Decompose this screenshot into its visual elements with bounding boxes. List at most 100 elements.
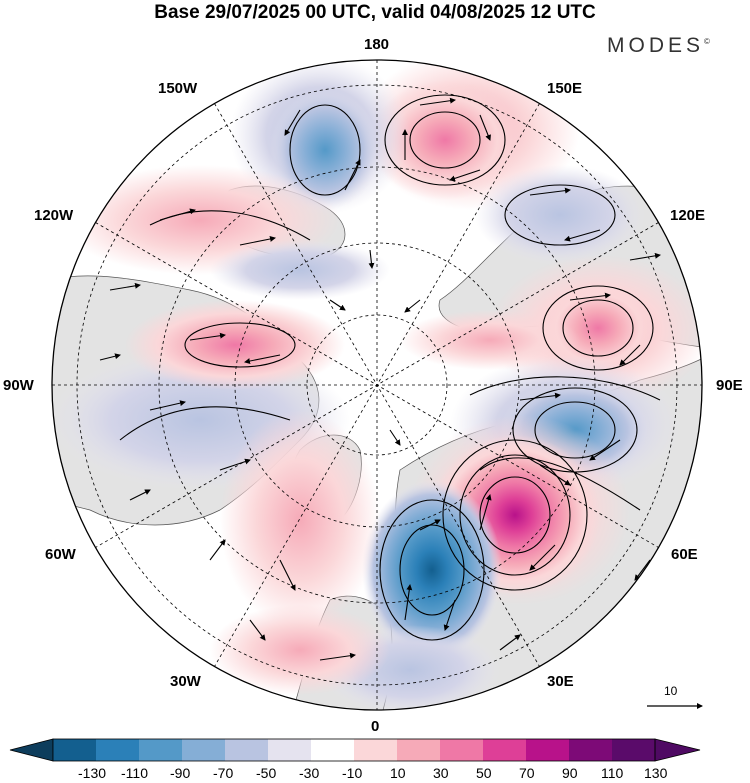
map-title: Base 29/07/2025 00 UTC, valid 04/08/2025… xyxy=(154,2,596,23)
contour-line xyxy=(542,285,654,371)
wind-vector xyxy=(329,299,346,311)
colorbar-swatch xyxy=(182,739,225,761)
latitude-circle xyxy=(306,314,448,456)
wind-vector xyxy=(149,400,186,411)
anomaly-positive-broad-9 xyxy=(400,310,580,370)
wind-vector xyxy=(519,392,561,401)
colorbar-end-right xyxy=(654,738,701,762)
colorbar-swatch xyxy=(569,739,612,761)
lon-label-90e: 90E xyxy=(716,377,743,394)
wind-vector xyxy=(219,458,251,471)
wind-vector xyxy=(419,519,441,531)
contour-line xyxy=(399,524,465,616)
graticule xyxy=(52,60,702,710)
wind-vector xyxy=(389,429,401,446)
anomaly-positive-broad-11 xyxy=(210,605,390,695)
colorbar-tick-label: -130 xyxy=(78,765,107,781)
brand-logo: MODES© xyxy=(607,34,710,58)
colorbar-end-left xyxy=(9,738,54,762)
colorbar-tick-label: 70 xyxy=(519,765,535,781)
colorbar-tick-label: -90 xyxy=(170,765,191,781)
wind-vector xyxy=(479,114,491,141)
wind-vector xyxy=(404,584,413,621)
anomaly-positive-4 xyxy=(125,300,345,390)
wind-vector xyxy=(129,489,151,501)
wind-vector xyxy=(189,332,226,341)
colorbar-swatch xyxy=(53,739,96,761)
wind-vector xyxy=(449,169,481,182)
lon-label-0: 0 xyxy=(371,718,380,735)
wind-vector xyxy=(284,109,301,136)
contour-lines xyxy=(119,94,661,641)
colorbar-swatch xyxy=(526,739,569,761)
wind-vector xyxy=(249,619,266,641)
colorbar-tick-label: 30 xyxy=(433,765,449,781)
contour-line xyxy=(119,406,291,441)
wind-vector xyxy=(634,559,651,581)
wind-vector xyxy=(99,353,121,361)
wind-vector xyxy=(209,539,226,561)
wind-vector xyxy=(159,208,196,221)
anomaly-positive-broad-7 xyxy=(220,410,380,630)
wind-vector xyxy=(529,187,571,196)
colorbar-swatch xyxy=(139,739,182,761)
contour-line xyxy=(479,476,551,554)
contour-line xyxy=(479,457,641,511)
colorbar-swatch xyxy=(483,739,526,761)
lon-label-150e: 150E xyxy=(547,80,583,97)
colorbar-tick-label: -110 xyxy=(121,765,148,781)
colorbar-swatch xyxy=(354,739,397,761)
wind-vector xyxy=(279,559,296,591)
lon-label-180: 180 xyxy=(364,36,390,53)
copyright-mark: © xyxy=(704,37,710,46)
colorbar-tick-label: 90 xyxy=(562,765,578,781)
wind-vector xyxy=(589,439,621,461)
contour-line xyxy=(289,104,361,196)
contour-line xyxy=(384,94,506,186)
wind-vector xyxy=(244,354,281,364)
colorbar-tick-label: 50 xyxy=(476,765,492,781)
wind-vector xyxy=(569,292,611,301)
wind-vector xyxy=(539,464,571,486)
lon-label-90w: 90W xyxy=(3,377,34,394)
wind-vector xyxy=(368,249,375,269)
wind-vector xyxy=(319,652,356,661)
lon-label-120w: 120W xyxy=(34,207,74,224)
anomaly-negative-2 xyxy=(475,165,645,265)
contour-line xyxy=(469,376,661,401)
lon-label-150w: 150W xyxy=(158,80,198,97)
wind-vector xyxy=(564,229,601,242)
colorbar-tick-label: -30 xyxy=(299,765,320,781)
colorbar-swatch xyxy=(397,739,440,761)
wind-vector xyxy=(239,236,276,246)
colorbar-swatch xyxy=(612,739,655,761)
colorbar-tick-label: -10 xyxy=(342,765,363,781)
colorbar-tick-label: -70 xyxy=(213,765,234,781)
lon-label-30e: 30E xyxy=(547,673,574,690)
anomaly-negative-1 xyxy=(270,90,380,210)
contour-line xyxy=(534,401,616,459)
colorbar xyxy=(9,738,701,762)
contour-line xyxy=(379,499,485,641)
colorbar-swatch xyxy=(225,739,268,761)
contour-line xyxy=(459,454,571,576)
contour-line xyxy=(562,299,634,357)
wind-vectors xyxy=(99,97,661,661)
wind-vector xyxy=(499,634,521,651)
map-disk xyxy=(52,60,702,710)
contour-line xyxy=(409,111,481,169)
contour-line xyxy=(184,322,296,368)
wind-vector xyxy=(404,299,421,313)
colorbar-swatch xyxy=(440,739,483,761)
lon-label-120e: 120E xyxy=(670,207,706,224)
colorbar-tick-label: -50 xyxy=(256,765,277,781)
lon-label-30w: 30W xyxy=(170,673,201,690)
anomaly-negative-4 xyxy=(362,480,502,660)
meridian-line xyxy=(95,222,659,548)
wind-vector xyxy=(479,494,492,531)
wind-vector xyxy=(443,599,456,631)
anomaly-positive-1 xyxy=(370,80,520,200)
lon-label-60e: 60E xyxy=(671,546,698,563)
colorbar-tick-label: 10 xyxy=(390,765,406,781)
